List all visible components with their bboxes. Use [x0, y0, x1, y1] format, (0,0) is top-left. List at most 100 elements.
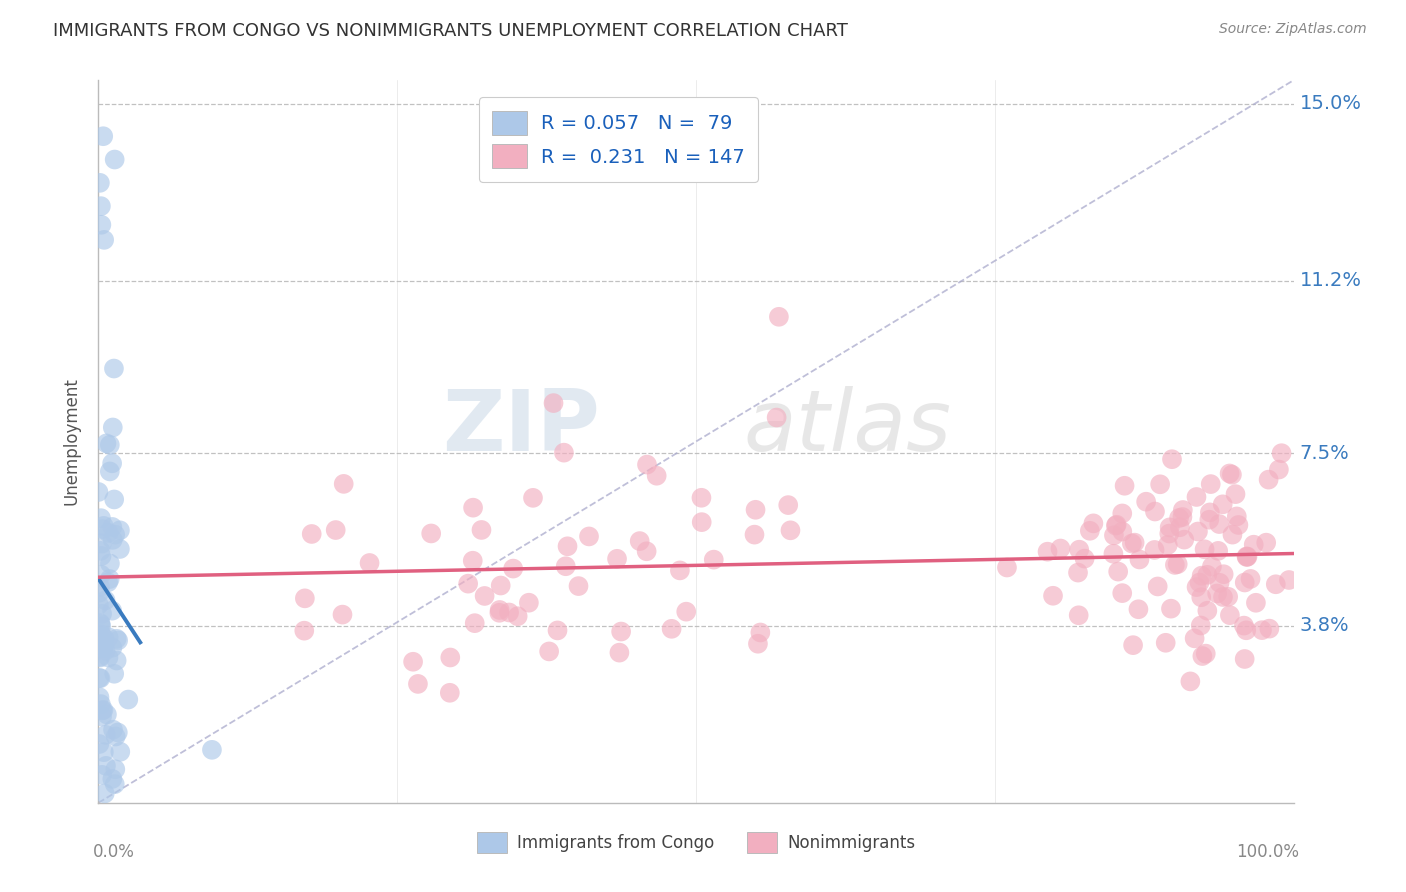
Point	[89, 671, 111, 685]
Point	[89, 649, 111, 664]
Point	[1083, 516, 1105, 531]
Point	[201, 743, 224, 757]
Legend: Immigrants from Congo, Nonimmigrants: Immigrants from Congo, Nonimmigrants	[470, 826, 922, 860]
Point	[96, 707, 118, 722]
Point	[1121, 536, 1143, 550]
Point	[103, 492, 125, 507]
Point	[93, 233, 115, 247]
Text: 15.0%: 15.0%	[1299, 94, 1361, 113]
Point	[90, 567, 112, 582]
Point	[1206, 586, 1229, 600]
Point	[103, 666, 125, 681]
Point	[110, 745, 132, 759]
Point	[101, 520, 124, 534]
Point	[749, 625, 772, 640]
Text: 3.8%: 3.8%	[1299, 616, 1350, 635]
Point	[97, 650, 120, 665]
Point	[1244, 596, 1267, 610]
Point	[90, 633, 112, 648]
Point	[461, 500, 484, 515]
Point	[294, 591, 316, 606]
Point	[89, 580, 111, 594]
Point	[1171, 510, 1194, 524]
Point	[1185, 580, 1208, 594]
Point	[1197, 604, 1219, 618]
Point	[1185, 490, 1208, 504]
Point	[538, 644, 561, 658]
Point	[1149, 477, 1171, 491]
Point	[457, 576, 479, 591]
Point	[359, 556, 381, 570]
Point	[90, 619, 112, 633]
Point	[1111, 586, 1133, 600]
Point	[91, 536, 114, 550]
Point	[557, 539, 579, 553]
Point	[101, 723, 124, 737]
Point	[104, 153, 127, 167]
Point	[1264, 577, 1286, 591]
Point	[98, 557, 121, 571]
Point	[1212, 567, 1234, 582]
Point	[94, 787, 117, 801]
Point	[117, 692, 139, 706]
Point	[292, 624, 315, 638]
Point	[94, 643, 117, 657]
Point	[1271, 446, 1294, 460]
Point	[488, 606, 510, 620]
Text: 0.0%: 0.0%	[93, 843, 135, 861]
Point	[1219, 608, 1241, 623]
Point	[439, 686, 461, 700]
Point	[1078, 524, 1101, 538]
Point	[89, 616, 111, 631]
Point	[89, 650, 111, 665]
Point	[517, 596, 540, 610]
Point	[744, 527, 766, 541]
Point	[1239, 572, 1261, 586]
Point	[1146, 579, 1168, 593]
Point	[1069, 542, 1091, 557]
Point	[995, 560, 1018, 574]
Point	[90, 617, 112, 632]
Point	[1233, 652, 1256, 666]
Point	[1199, 505, 1222, 519]
Point	[669, 563, 692, 577]
Point	[1278, 573, 1301, 587]
Point	[87, 627, 110, 641]
Point	[1258, 622, 1281, 636]
Point	[89, 176, 111, 190]
Point	[87, 485, 110, 500]
Point	[1227, 518, 1250, 533]
Point	[89, 585, 111, 599]
Point	[101, 640, 124, 655]
Point	[474, 589, 496, 603]
Point	[543, 396, 565, 410]
Point	[90, 199, 112, 213]
Point	[1191, 648, 1213, 663]
Point	[1114, 479, 1136, 493]
Point	[96, 436, 118, 450]
Point	[554, 559, 576, 574]
Point	[97, 630, 120, 644]
Point	[97, 525, 120, 540]
Point	[90, 218, 112, 232]
Point	[489, 578, 512, 592]
Point	[1067, 566, 1090, 580]
Text: atlas: atlas	[744, 385, 952, 468]
Point	[93, 703, 115, 717]
Point	[89, 737, 111, 751]
Point	[1218, 590, 1240, 604]
Point	[1257, 473, 1279, 487]
Point	[1159, 520, 1181, 534]
Point	[93, 632, 115, 646]
Point	[1111, 524, 1133, 539]
Point	[765, 410, 787, 425]
Point	[1208, 575, 1230, 590]
Point	[498, 606, 520, 620]
Text: 11.2%: 11.2%	[1299, 271, 1361, 290]
Point	[1219, 467, 1241, 481]
Point	[1159, 526, 1181, 541]
Point	[1220, 467, 1243, 482]
Point	[645, 468, 668, 483]
Point	[610, 624, 633, 639]
Point	[1102, 528, 1125, 542]
